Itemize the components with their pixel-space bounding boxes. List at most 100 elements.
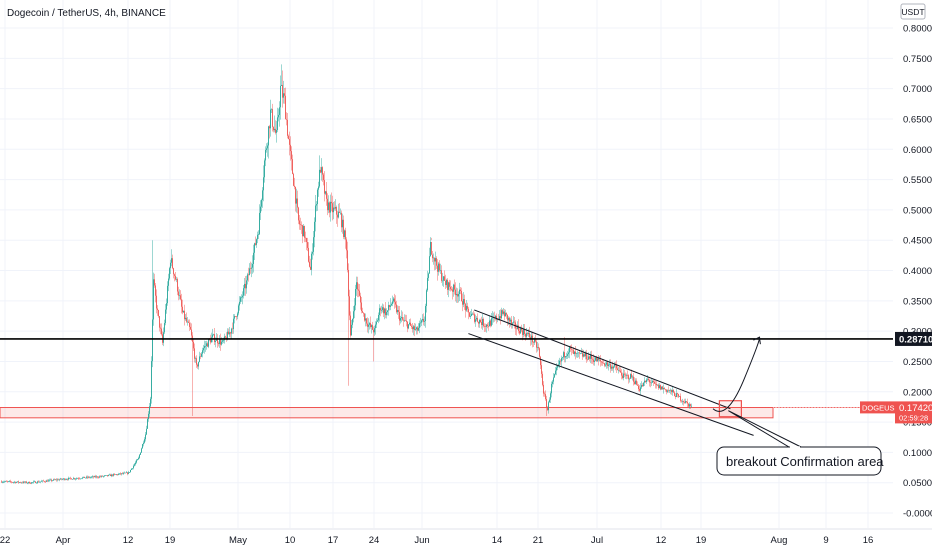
candle-body [35, 481, 36, 484]
time-tick-label: Apr [56, 535, 71, 546]
candle-body [391, 303, 392, 306]
candle-body [656, 383, 657, 386]
candle-body [116, 474, 117, 475]
candle-body [654, 381, 655, 384]
candle-body [444, 276, 445, 281]
candle-body [551, 383, 552, 394]
candle-body [384, 308, 385, 314]
candle-body [125, 472, 126, 474]
candle-body [64, 478, 65, 480]
candle-body [149, 406, 150, 414]
candle-body [440, 270, 441, 271]
candle-body [671, 389, 672, 393]
candle-body [471, 313, 472, 316]
candle-body [538, 346, 539, 349]
candle-body [457, 293, 458, 297]
candle-body [474, 314, 475, 322]
candle-body [392, 301, 393, 304]
candle-body [342, 219, 343, 228]
channel-upper-line[interactable] [474, 309, 731, 410]
candle-body [564, 352, 565, 358]
candle-body [500, 316, 501, 319]
candle-body [486, 324, 487, 327]
candle-body [600, 359, 601, 362]
annotation-layer[interactable]: breakout Confirmation area [716, 410, 884, 476]
drawings-layer[interactable] [0, 309, 893, 436]
candle-body [513, 321, 514, 323]
candle-body [688, 403, 689, 407]
support-zone-box[interactable] [0, 407, 774, 419]
time-axis[interactable]: 22 Apr 12 19 May 10 17 24 Jun 14 21 Jul 12 19 Aug 9 16 [0, 528, 932, 546]
candle-body [684, 402, 685, 403]
candle-body [114, 474, 115, 475]
candle-body [198, 361, 199, 367]
candle-body [455, 289, 456, 296]
candle-body [175, 275, 176, 280]
candle-body [81, 478, 82, 480]
candle-body [472, 313, 473, 315]
candle-body [21, 482, 22, 484]
candle-body [495, 315, 496, 319]
candle-body [255, 243, 256, 245]
candle-body [519, 331, 520, 334]
candle-body [586, 352, 587, 360]
candle-body [637, 384, 638, 386]
candle-body [527, 333, 528, 335]
candle-body [473, 313, 474, 315]
candle-body [153, 279, 154, 320]
candle-body [242, 295, 243, 298]
candle-body [557, 365, 558, 368]
candle-body [618, 370, 619, 371]
candle-body [304, 226, 305, 238]
candle-body [475, 319, 476, 322]
currency-badge[interactable]: USDT [900, 3, 926, 20]
time-tick-label: 12 [656, 535, 667, 546]
candle-body [359, 290, 360, 296]
time-tick-label: May [229, 535, 247, 546]
candle-body [228, 331, 229, 335]
candle-body [686, 401, 687, 402]
candle-body [393, 298, 394, 302]
candle-body [301, 224, 302, 226]
candle-body [54, 479, 55, 481]
candle-body [237, 313, 238, 317]
candle-body [150, 398, 151, 407]
candle-body [439, 263, 440, 271]
candle-body [568, 352, 569, 355]
candle-body [229, 332, 230, 335]
candle-body [67, 479, 68, 480]
candle-body [90, 477, 91, 478]
candle-body [531, 335, 532, 340]
candle-body [174, 274, 175, 276]
projection-arrow[interactable] [712, 336, 761, 412]
breakout-box[interactable] [718, 400, 743, 418]
candle-body [188, 321, 189, 323]
candle-body [336, 206, 337, 215]
channel-lower-line[interactable] [468, 333, 754, 436]
candle-body [674, 392, 675, 396]
candle-body [521, 328, 522, 331]
candle-body [176, 279, 177, 280]
candle-body [463, 299, 464, 305]
candle-body [127, 472, 128, 474]
candle-body [68, 477, 69, 480]
candle-body [526, 333, 527, 337]
candle-body [220, 339, 221, 345]
candle-body [555, 370, 556, 375]
candle-body [130, 469, 131, 473]
candle-body [95, 476, 96, 478]
candle-body [36, 482, 37, 484]
candle-body [172, 258, 173, 269]
candle-body [628, 375, 629, 380]
candle-body [602, 362, 603, 364]
candle-body [281, 84, 282, 86]
candle-body [550, 393, 551, 400]
candle-body [432, 254, 433, 259]
